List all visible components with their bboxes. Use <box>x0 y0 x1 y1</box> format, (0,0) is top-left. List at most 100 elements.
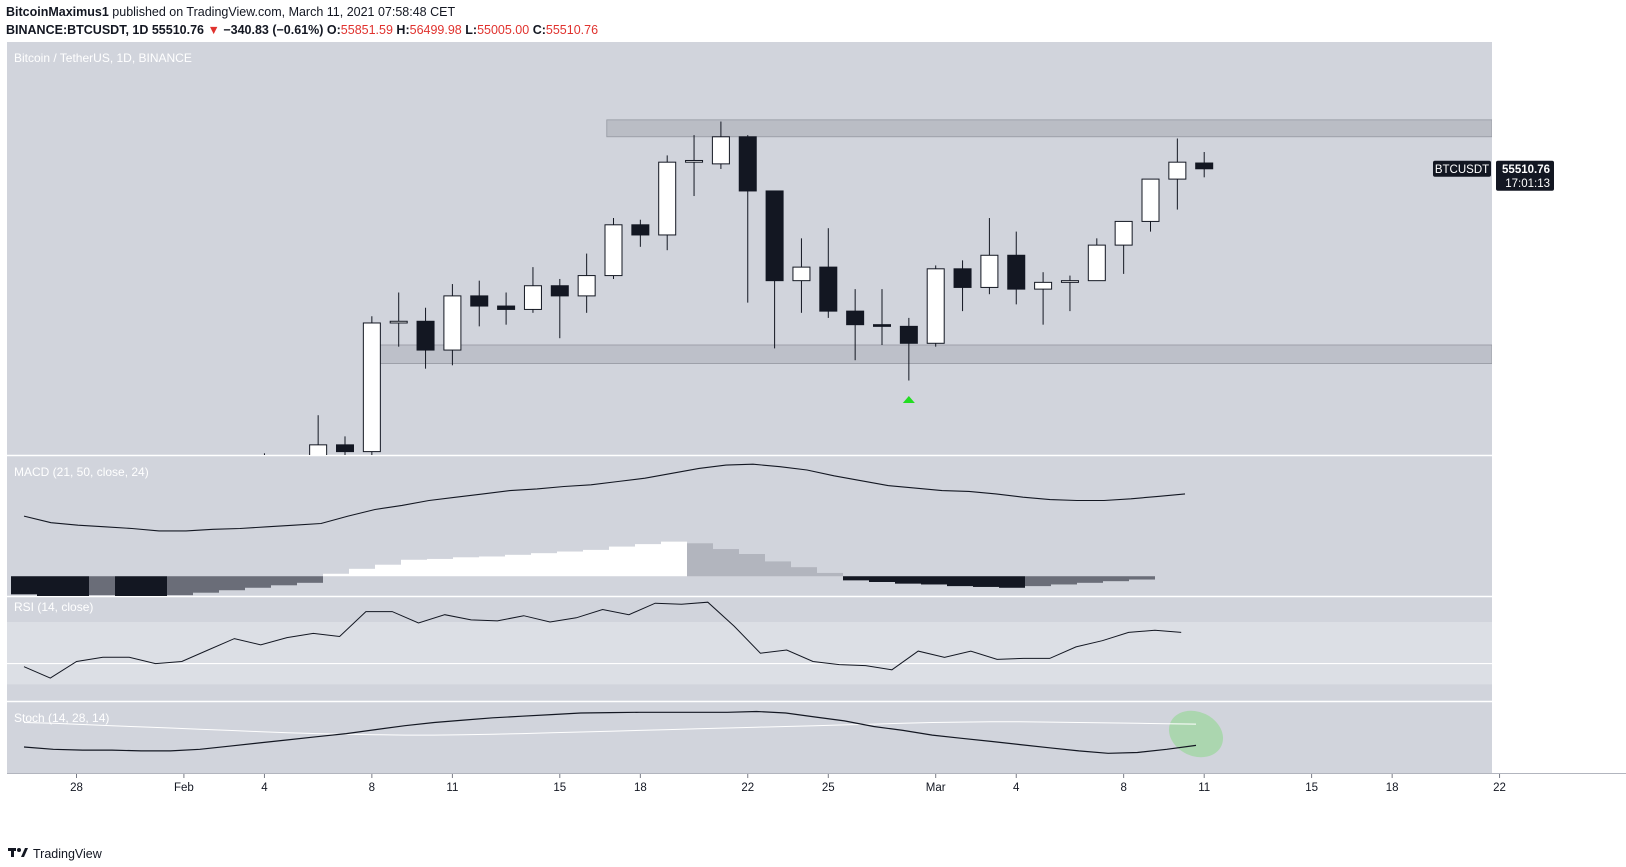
macd-histogram-bar <box>271 576 297 586</box>
time-tick-label: 25 <box>822 782 835 794</box>
macd-histogram-bar <box>427 558 453 577</box>
author-name[interactable]: BitcoinMaximus1 <box>6 5 109 19</box>
close-label: C: <box>532 23 546 37</box>
low-value: 55005.00 <box>477 23 530 37</box>
candle-body <box>443 295 462 351</box>
resistance-zone <box>606 119 1492 138</box>
last-price: 55510.76 <box>151 23 204 37</box>
candle-body <box>1060 280 1079 283</box>
rsi-line <box>23 601 1182 679</box>
price-tick-label: 40000.00 <box>1502 426 1550 438</box>
time-tick-label: 22 <box>741 782 754 794</box>
symbol-badge-bg <box>1433 160 1491 177</box>
candle-body <box>497 305 516 310</box>
macd-tick-label: 6000.00 <box>1508 472 1550 484</box>
macd-histogram-bar <box>375 564 401 577</box>
rsi-tick-label: 40.00 <box>1521 679 1550 691</box>
candle-body <box>846 310 865 326</box>
macd-histogram-bar <box>401 559 427 577</box>
macd-histogram-bar <box>635 544 661 577</box>
candle-body <box>685 159 704 163</box>
price-tick-label: 46000.00 <box>1502 325 1550 337</box>
macd-histogram-bar <box>869 576 895 582</box>
candle-body <box>658 161 677 236</box>
macd-histogram-bar <box>947 576 973 587</box>
price-tick-label: 54000.00 <box>1502 189 1550 201</box>
close-value: 55510.76 <box>545 23 599 37</box>
macd-histogram-bar <box>245 576 271 588</box>
time-tick-label: 15 <box>553 782 566 794</box>
macd-histogram-bar <box>89 576 115 596</box>
open-label: O: <box>326 23 341 37</box>
macd-histogram-bar <box>1051 576 1077 585</box>
candle-body <box>577 275 596 297</box>
symbol-badge: BTCUSDT <box>1435 164 1489 176</box>
candle-body <box>1168 161 1187 180</box>
macd-histogram-bar <box>1103 576 1129 582</box>
price-tick-label: 62000.00 <box>1502 54 1550 66</box>
ohlc-line: BINANCE:BTCUSDT, 1D 55510.76 ▼ −340.83 (… <box>6 23 598 37</box>
open-value: 55851.59 <box>340 23 393 37</box>
macd-tick-label: 2000.00 <box>1508 538 1550 550</box>
footer-brand[interactable]: TradingView <box>33 846 102 861</box>
time-tick-label: Feb <box>174 782 194 794</box>
candle-body <box>1195 162 1214 170</box>
footer: TradingView <box>8 846 102 861</box>
candle-body <box>1087 244 1106 282</box>
low-label: L: <box>465 23 478 37</box>
stoch-k-line <box>23 710 1197 754</box>
candle-body <box>336 444 354 453</box>
macd-histogram-bar <box>219 576 245 591</box>
down-triangle-icon: ▼ <box>207 23 220 37</box>
price-tick-label: 42000.00 <box>1502 392 1550 404</box>
macd-histogram-bar <box>505 554 531 577</box>
macd-histogram-bar <box>791 567 817 577</box>
highlight-ellipse <box>1168 710 1224 758</box>
pane-rsi-bg <box>7 597 1492 701</box>
high-label: H: <box>396 23 410 37</box>
macd-histogram-bar <box>921 576 947 585</box>
rsi-tick-label: 60.00 <box>1521 638 1550 650</box>
macd-histogram-bar <box>531 553 557 577</box>
macd-histogram-bar <box>895 576 921 584</box>
time-tick-label: 11 <box>1198 782 1210 794</box>
rsi-tick-label: 80.00 <box>1521 596 1550 608</box>
macd-histogram-bar <box>1077 576 1103 583</box>
time-tick-label: 18 <box>1386 782 1399 794</box>
macd-histogram-bar <box>11 576 37 595</box>
macd-histogram-bar <box>349 568 375 577</box>
macd-histogram-bar <box>37 576 63 596</box>
candle-body <box>389 320 408 324</box>
macd-tick-label: 0.00 <box>1528 571 1550 583</box>
time-tick-label: 4 <box>261 782 268 794</box>
candle-body <box>309 444 328 455</box>
macd-histogram-bar <box>297 576 323 583</box>
candle-body <box>362 322 381 453</box>
macd-histogram-bar <box>479 556 505 577</box>
candle-body <box>873 324 891 327</box>
macd-histogram-bar <box>167 576 193 596</box>
time-tick-label: 8 <box>1120 782 1126 794</box>
tradingview-logo-icon <box>8 846 28 861</box>
support-zone <box>366 344 1492 364</box>
candle-body <box>631 224 650 236</box>
macd-histogram-bar <box>193 576 219 593</box>
stoch-d-line <box>23 721 1197 736</box>
rsi-band <box>7 621 1492 685</box>
candle-body <box>953 268 972 288</box>
up-arrow-icon <box>902 396 915 403</box>
candle-body <box>523 285 542 310</box>
macd-histogram-bar <box>739 554 765 577</box>
macd-line <box>23 463 1186 532</box>
candle-body <box>550 285 569 297</box>
macd-histogram-bar <box>661 541 687 577</box>
stoch-tick-label: 80.00 <box>1521 713 1550 725</box>
price-badge: 55510.76 <box>1502 164 1550 176</box>
price-tick-label: 52000.00 <box>1502 223 1550 235</box>
macd-histogram-bar <box>1129 576 1155 580</box>
candle-body <box>926 268 945 344</box>
macd-histogram-bar <box>843 576 869 581</box>
macd-histogram-bar <box>323 573 349 577</box>
price-tick-label: 48000.00 <box>1502 291 1550 303</box>
